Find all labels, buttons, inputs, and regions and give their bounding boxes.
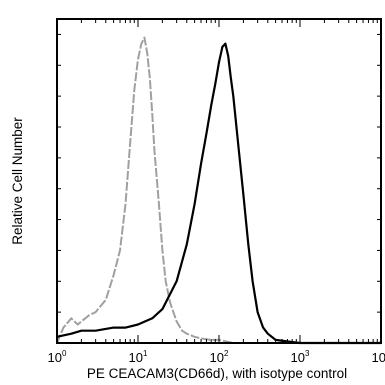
x-tick-label: 100 xyxy=(48,349,67,365)
axis-ticks: 100 101 102 103 104 xyxy=(48,19,385,365)
x-tick-label: 103 xyxy=(291,349,310,365)
histogram-series-1 xyxy=(56,36,381,344)
x-tick-label: 101 xyxy=(129,349,148,365)
histogram-series-2 xyxy=(56,42,381,345)
x-axis-label: PE CEACAM3(CD66d), with isotype control xyxy=(87,366,347,381)
x-tick-label: 104 xyxy=(372,349,385,365)
y-axis-label: Relative Cell Number xyxy=(10,117,25,245)
x-tick-label: 102 xyxy=(210,349,229,365)
plot-area xyxy=(56,36,381,345)
